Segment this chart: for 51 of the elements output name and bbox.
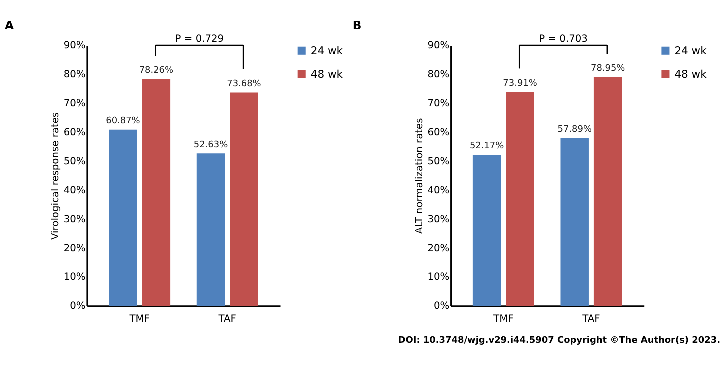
text: P = 0.729 [175, 34, 224, 45]
x-tick-label: TMF [128, 314, 150, 325]
y-tick-label: 80% [64, 70, 86, 81]
y-tick-label: 60% [64, 127, 86, 138]
legend-label: 24 wk [674, 44, 708, 58]
legend-label: 48 wk [674, 68, 708, 81]
data-label: 78.26% [139, 66, 174, 76]
bar [109, 130, 138, 306]
bar [142, 79, 171, 306]
x-tick-label: TAF [218, 314, 237, 325]
legend-label: 24 wk [310, 44, 344, 58]
y-tick-label: 90% [64, 40, 86, 52]
bar [196, 154, 226, 306]
data-label: 52.17% [470, 142, 505, 152]
data-label: 73.68% [227, 79, 262, 90]
data-label: 60.87% [106, 116, 141, 127]
bar [230, 92, 258, 306]
y-tick-label: 70% [64, 98, 86, 110]
y-tick-label: 50% [428, 156, 450, 168]
y-tick-label: 0% [70, 301, 86, 312]
y-tick-label: 50% [64, 156, 86, 168]
chart-title: B [352, 18, 362, 32]
bar [506, 92, 534, 306]
bar [472, 155, 502, 306]
legend-label: 48 wk [310, 68, 344, 81]
data-label: 73.91% [503, 78, 538, 89]
y-tick-label: 70% [428, 98, 450, 110]
y-axis-title: Virological response rates [50, 112, 62, 240]
y-tick-label: 60% [428, 127, 450, 138]
data-label: 57.89% [558, 125, 592, 136]
y-tick-label: 40% [428, 185, 450, 196]
bar [560, 138, 589, 306]
y-tick-label: 30% [428, 214, 450, 226]
text: DOI: 10.3748/wjg.v29.i44.5907 Copyright ©The Author(s) 2023. [398, 336, 721, 346]
chart-title: A [4, 18, 14, 32]
y-axis-title: ALT normalization rates [414, 118, 426, 234]
text: P = 0.703 [539, 34, 588, 45]
y-tick-label: 40% [64, 185, 86, 196]
data-label: 78.95% [590, 64, 626, 74]
y-tick-label: 10% [428, 272, 450, 284]
x-tick-label: TMF [492, 314, 514, 325]
y-tick-label: 20% [428, 243, 450, 254]
y-tick-label: 20% [64, 243, 86, 254]
y-tick-label: 10% [64, 272, 86, 284]
y-tick-label: 30% [64, 214, 86, 226]
data-label: 52.63% [194, 140, 229, 150]
bar [594, 77, 622, 306]
y-tick-label: 80% [428, 70, 450, 81]
y-tick-label: 90% [428, 40, 450, 52]
y-tick-label: 0% [434, 301, 450, 312]
x-tick-label: TAF [582, 314, 601, 325]
